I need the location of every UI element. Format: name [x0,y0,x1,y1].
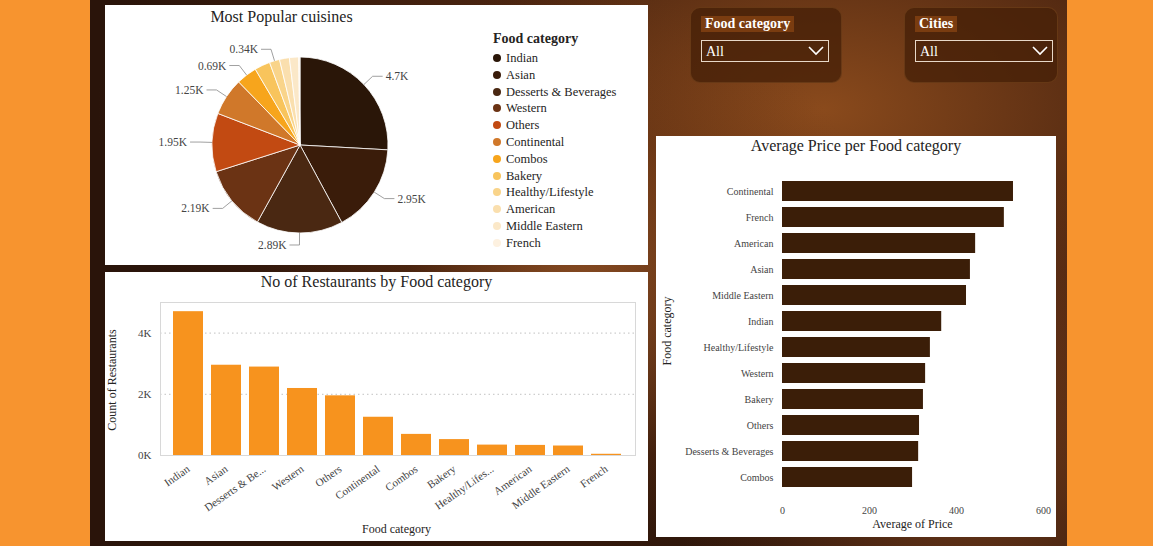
svg-text:American: American [491,462,534,498]
svg-text:600: 600 [1036,505,1051,516]
svg-text:Asian: Asian [202,462,230,487]
svg-text:2.95K: 2.95K [397,193,426,205]
html-text:Continental: Continental [506,135,565,149]
svg-text:Asian: Asian [750,264,773,275]
svg-text:0: 0 [780,505,785,516]
html-text:Average of Price: Average of Price [872,517,953,531]
svg-text:Continental: Continental [333,462,382,501]
svg-text:Bakery: Bakery [424,462,458,491]
html-text:Average Price per Food categor: Average Price per Food category [750,137,962,154]
svg-text:French: French [746,212,774,223]
svg-text:Middle Eastern: Middle Eastern [712,290,773,301]
svg-text:2.89K: 2.89K [258,239,287,251]
svg-text:Desserts & Beverages: Desserts & Beverages [685,446,773,457]
html-text:Desserts & Beverages: Desserts & Beverages [506,84,617,99]
svg-text:Indian: Indian [748,316,774,327]
svg-text:Combos: Combos [383,462,420,493]
svg-text:2K: 2K [138,388,152,400]
svg-text:Bakery: Bakery [745,394,774,405]
html-text:Count of Restaurants: Count of Restaurants [105,329,119,431]
html-text:All: All [706,44,724,59]
html-text:Food category: Food category [493,31,579,46]
html-text:Food category: Food category [362,522,431,536]
svg-text:Combos: Combos [740,472,773,483]
html-text:All: All [920,44,938,59]
svg-text:200: 200 [862,505,877,516]
html-text:Cities: Cities [919,16,954,31]
html-text:French: French [506,235,541,250]
svg-text:400: 400 [949,505,964,516]
html-text:Food category: Food category [705,16,791,31]
html-text:Healthy/Lifestyle: Healthy/Lifestyle [506,185,594,200]
svg-text:Others: Others [313,462,344,489]
html-text:Food category: Food category [660,296,674,366]
svg-text:Others: Others [747,420,774,431]
svg-text:0.69K: 0.69K [198,60,227,72]
html-text:No of Restaurants by Food cate: No of Restaurants by Food category [260,273,493,290]
html-text:Middle Eastern: Middle Eastern [506,219,583,233]
svg-text:French: French [578,462,610,490]
svg-text:Continental: Continental [727,186,774,197]
svg-text:Western: Western [269,462,306,493]
html-text:Combos: Combos [506,151,548,166]
svg-text:0K: 0K [138,449,152,461]
svg-text:Middle Eastern: Middle Eastern [509,462,572,511]
html-text:Bakery: Bakery [506,168,543,183]
svg-text:0.34K: 0.34K [230,43,259,55]
svg-text:Desserts & Be...: Desserts & Be... [202,462,268,513]
svg-text:4K: 4K [138,327,152,339]
html-text:American: American [506,202,556,217]
svg-text:Healthy/Lifes...: Healthy/Lifes... [432,462,495,511]
svg-text:1.95K: 1.95K [159,136,188,148]
html-text:Indian: Indian [506,51,538,65]
html-text:Asian: Asian [506,67,536,82]
svg-text:Western: Western [741,368,774,379]
html-text:Western: Western [506,101,547,116]
svg-text:2.19K: 2.19K [181,202,210,214]
svg-text:1.25K: 1.25K [175,84,204,96]
svg-text:Indian: Indian [162,462,192,488]
svg-text:4.7K: 4.7K [386,70,409,82]
html-text:Most Popular cuisines: Most Popular cuisines [210,8,353,25]
svg-text:American: American [734,238,773,249]
svg-text:Healthy/Lifestyle: Healthy/Lifestyle [704,342,775,353]
html-text:Others: Others [506,118,540,133]
